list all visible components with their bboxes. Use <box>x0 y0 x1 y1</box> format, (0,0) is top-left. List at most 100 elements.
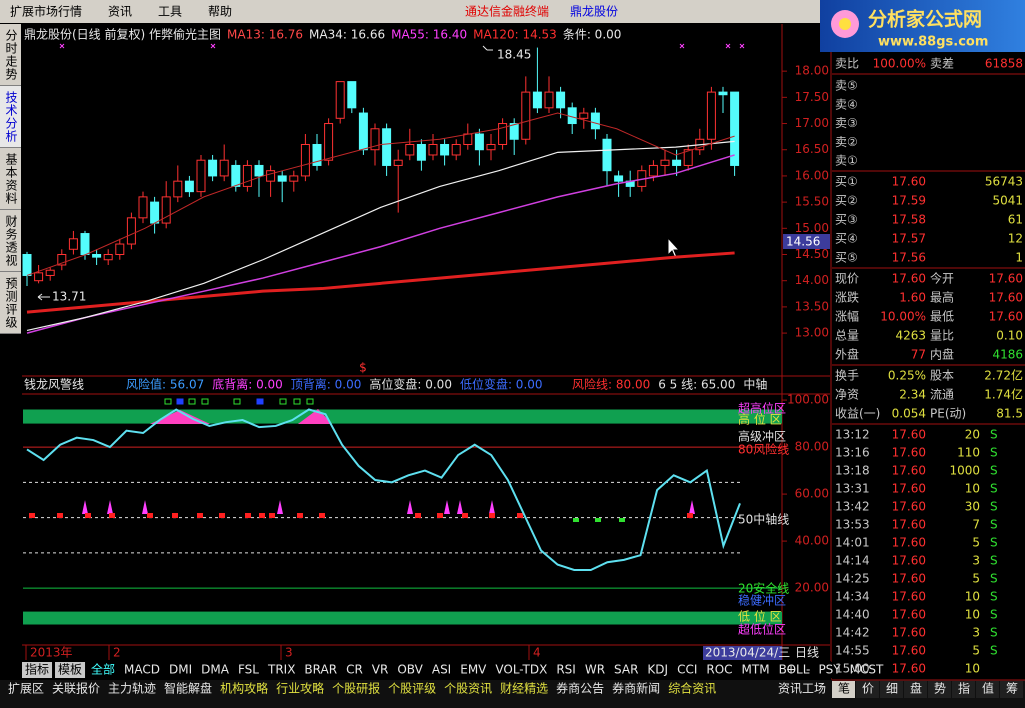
signal-square <box>279 398 287 405</box>
indicator-tab[interactable]: FSL <box>238 663 259 677</box>
y-tick-label: 100.00 <box>787 393 829 407</box>
info-tab[interactable]: 资讯工场 <box>778 682 826 696</box>
quote-value: 0.054 <box>892 407 926 421</box>
side-tab[interactable]: 预测评级 <box>0 272 21 334</box>
candle-body <box>440 143 450 156</box>
tick-price: 17.60 <box>892 608 926 622</box>
candle-body <box>219 159 229 177</box>
ma-label: MA34: 16.66 <box>309 28 385 42</box>
signal-square <box>619 518 625 522</box>
indicator-tab[interactable]: BOLL <box>779 663 810 677</box>
signal-square <box>201 398 209 405</box>
candle-body <box>486 143 496 151</box>
info-tab[interactable]: 个股研报 <box>332 681 380 696</box>
indicator-tab[interactable]: SAR <box>614 663 638 677</box>
quote-value: 81.5 <box>996 407 1023 421</box>
indicator-tab-bg <box>846 662 887 678</box>
tick-price: 17.60 <box>892 428 926 442</box>
indicator-tab[interactable]: OBV <box>397 663 423 677</box>
tick-price: 17.60 <box>892 482 926 496</box>
side-tab[interactable]: 技术分析 <box>0 86 21 148</box>
indicator-tab[interactable]: 全部 <box>91 662 115 677</box>
side-tab[interactable]: 分时走势 <box>0 24 21 86</box>
indicator-tab[interactable]: MCST <box>850 663 884 677</box>
zoom-button[interactable]: - <box>806 663 810 677</box>
candle-body <box>103 254 113 261</box>
indicator-tab[interactable]: MTM <box>742 663 770 677</box>
indicator-tab[interactable]: EMV <box>460 663 487 677</box>
info-tab[interactable]: 个股评级 <box>388 682 436 696</box>
indicator-tab[interactable]: VR <box>372 663 389 677</box>
candle-body <box>347 81 357 109</box>
panel-tab[interactable]: 指 <box>958 681 970 696</box>
book-label: 卖差 <box>930 57 954 71</box>
tick-volume: 1000 <box>949 464 980 478</box>
panel-tab-bg <box>904 681 927 698</box>
tick-volume: 10 <box>965 662 980 676</box>
indicator-tab[interactable]: RSI <box>556 663 576 677</box>
signal-square <box>269 513 275 518</box>
panel-tab[interactable]: 势 <box>934 682 946 696</box>
panel-tab[interactable]: 盘 <box>910 681 922 696</box>
candle-body <box>509 123 519 140</box>
indicator-tab[interactable]: DMA <box>201 663 230 677</box>
indicator-tab[interactable]: BRAR <box>304 663 337 677</box>
tick-price: 17.60 <box>892 662 926 676</box>
indicator-tab-bg <box>553 662 579 678</box>
side-tab[interactable]: 财务透视 <box>0 210 21 272</box>
indicator-tab[interactable]: MACD <box>124 663 160 677</box>
indicator-tab[interactable]: 模板 <box>58 663 82 677</box>
info-tab[interactable]: 行业攻略 <box>276 681 324 696</box>
buy-label: 买③ <box>835 213 858 227</box>
panel-tab[interactable]: 笔 <box>838 681 850 696</box>
indicator-tab[interactable]: ROC <box>706 663 732 677</box>
info-tab[interactable]: 券商公告 <box>556 681 604 696</box>
ma-line <box>26 251 735 314</box>
logo-flower-center <box>839 18 851 30</box>
menu-item[interactable]: 工具 <box>158 5 182 19</box>
quote-label: 净资 <box>835 388 859 402</box>
panel-tab[interactable]: 细 <box>886 682 898 696</box>
y-tick-label: 20.00 <box>795 581 829 595</box>
info-tab[interactable]: 综合资讯 <box>668 681 716 696</box>
info-tab[interactable]: 券商新闻 <box>612 681 660 696</box>
info-tab[interactable]: 关联报价 <box>52 681 100 696</box>
ma-label: MA13: 16.76 <box>227 28 303 42</box>
x-axis-label: 3 <box>285 646 293 660</box>
menu-item[interactable]: 帮助 <box>208 5 232 19</box>
indicator-tab[interactable]: CR <box>346 663 363 677</box>
indicator-tab[interactable]: DMI <box>169 663 192 677</box>
info-tab[interactable]: 机构攻略 <box>220 681 268 696</box>
menu-item[interactable]: 资讯 <box>108 5 132 19</box>
quote-value: 17.60 <box>989 272 1023 286</box>
side-tab[interactable]: 基本资料 <box>0 148 21 210</box>
info-tab[interactable]: 个股资讯 <box>444 682 492 696</box>
indicator-tab-bg <box>88 662 119 678</box>
indicator-tab[interactable]: ASI <box>432 663 451 677</box>
zoom-button[interactable]: + <box>786 663 796 677</box>
indicator-tab[interactable]: WR <box>585 663 605 677</box>
y-tick-label: 16.50 <box>795 142 829 156</box>
indicator-tab[interactable]: 指标 <box>25 662 49 677</box>
book-value: 100.00% <box>873 57 926 71</box>
sell-label: 卖③ <box>835 116 858 130</box>
signal-square <box>176 398 184 405</box>
indicator-tab[interactable]: CCI <box>677 663 697 677</box>
indicator-tab[interactable]: PSY <box>818 663 841 677</box>
indicator-tab[interactable]: TRIX <box>267 663 295 677</box>
info-tab[interactable]: 扩展区 <box>8 682 44 696</box>
tick-volume: 5 <box>972 572 980 586</box>
indicator-tab-bg <box>22 662 53 678</box>
indicator-tab[interactable]: VOL-TDX <box>495 663 547 677</box>
candle-body <box>602 138 612 172</box>
info-tab[interactable]: 主力轨迹 <box>108 682 156 696</box>
info-tab[interactable]: 智能解盘 <box>164 681 212 696</box>
zone-label: 50中轴线 <box>738 512 789 527</box>
menu-item[interactable]: 扩展市场行情 <box>10 4 82 19</box>
candle-body <box>312 143 322 166</box>
panel-tab[interactable]: 价 <box>862 682 874 696</box>
indicator-tab[interactable]: KDJ <box>647 663 668 677</box>
panel-tab[interactable]: 筹 <box>1006 682 1018 696</box>
panel-tab[interactable]: 值 <box>982 681 994 696</box>
info-tab[interactable]: 财经精选 <box>500 682 548 696</box>
